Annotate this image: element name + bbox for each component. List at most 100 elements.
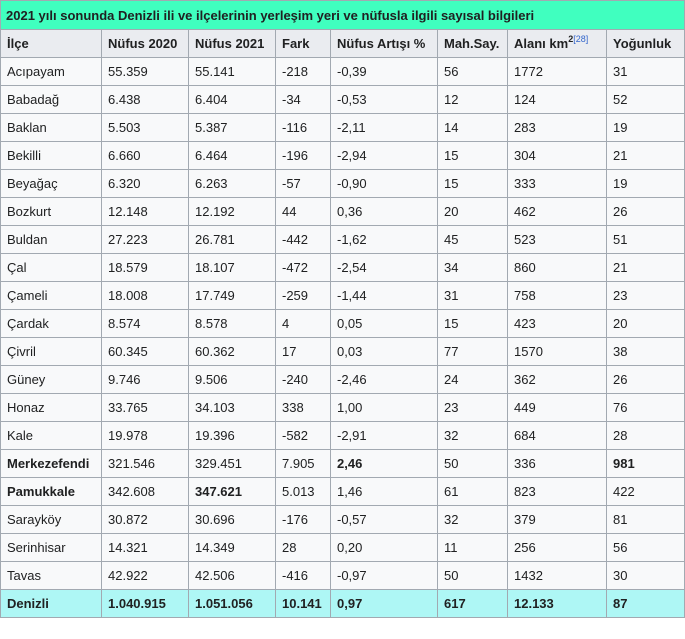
cell-ilce: Kale <box>0 421 102 450</box>
cell-fark: -259 <box>275 281 331 310</box>
cell-fark: 7.905 <box>275 449 331 478</box>
cell-nufus-artisi: 2,46 <box>330 449 438 478</box>
header-nufus-2020[interactable]: Nüfus 2020 <box>101 29 189 58</box>
cell-nufus-2021: 12.192 <box>188 197 276 226</box>
cell-alan: 362 <box>507 365 607 394</box>
cell-ilce: Bekilli <box>0 141 102 170</box>
cell-yogunluk: 26 <box>605 365 685 394</box>
cell-nufus-2020: 30.872 <box>101 505 189 534</box>
table-row: Çameli 18.008 17.749 -259 -1,44 31 758 23 <box>0 281 685 310</box>
table-row: Serinhisar 14.321 14.349 28 0,20 11 256 56 <box>0 533 685 562</box>
total-cell-yogunluk: 87 <box>605 589 685 618</box>
table-row: Tavas 42.922 42.506 -416 -0,97 50 1432 30 <box>0 561 685 590</box>
cell-yogunluk: 19 <box>605 113 685 142</box>
header-yogunluk[interactable]: Yoğunluk <box>605 29 685 58</box>
cell-alan: 860 <box>507 253 607 282</box>
table-row: Çal 18.579 18.107 -472 -2,54 34 860 21 <box>0 253 685 282</box>
table-row: Merkezefendi 321.546 329.451 7.905 2,46 50 336… <box>0 449 685 478</box>
cell-nufus-2021: 26.781 <box>188 225 276 254</box>
cell-nufus-2020: 6.320 <box>101 169 189 198</box>
header-nufus-artisi[interactable]: Nüfus Artışı % <box>330 29 438 58</box>
cell-ilce: Çal <box>0 253 102 282</box>
cell-mahalle-sayisi: 77 <box>437 337 508 366</box>
cell-nufus-2021: 55.141 <box>188 57 276 86</box>
cell-nufus-2021: 60.362 <box>188 337 276 366</box>
reference-link[interactable]: [28] <box>573 33 589 44</box>
cell-yogunluk: 21 <box>605 253 685 282</box>
cell-ilce: Sarayköy <box>0 505 102 534</box>
cell-fark: 28 <box>275 533 331 562</box>
cell-mahalle-sayisi: 23 <box>437 393 508 422</box>
header-nufus-2021[interactable]: Nüfus 2021 <box>188 29 276 58</box>
header-alan[interactable]: Alanı km2[28] <box>507 29 607 58</box>
cell-alan: 336 <box>507 449 607 478</box>
total-cell-mahalle-sayisi: 617 <box>437 589 508 618</box>
cell-nufus-artisi: -2,91 <box>330 421 438 450</box>
cell-alan: 333 <box>507 169 607 198</box>
cell-mahalle-sayisi: 31 <box>437 281 508 310</box>
cell-mahalle-sayisi: 32 <box>437 421 508 450</box>
cell-ilce: Serinhisar <box>0 533 102 562</box>
cell-nufus-artisi: 0,36 <box>330 197 438 226</box>
cell-ilce: Merkezefendi <box>0 449 102 478</box>
cell-ilce: Babadağ <box>0 85 102 114</box>
cell-nufus-2020: 19.978 <box>101 421 189 450</box>
header-ilce[interactable]: İlçe <box>0 29 102 58</box>
cell-alan: 256 <box>507 533 607 562</box>
cell-alan: 462 <box>507 197 607 226</box>
cell-mahalle-sayisi: 61 <box>437 477 508 506</box>
cell-fark: -34 <box>275 85 331 114</box>
cell-ilce: Tavas <box>0 561 102 590</box>
cell-fark: -240 <box>275 365 331 394</box>
population-table: 2021 yılı sonunda Denizli ili ve ilçeler… <box>0 0 685 618</box>
cell-mahalle-sayisi: 15 <box>437 141 508 170</box>
cell-yogunluk: 81 <box>605 505 685 534</box>
cell-nufus-2021: 18.107 <box>188 253 276 282</box>
cell-yogunluk: 30 <box>605 561 685 590</box>
cell-alan: 684 <box>507 421 607 450</box>
cell-nufus-2020: 8.574 <box>101 309 189 338</box>
cell-ilce: Acıpayam <box>0 57 102 86</box>
cell-alan: 523 <box>507 225 607 254</box>
cell-alan: 823 <box>507 477 607 506</box>
table-row: Bekilli 6.660 6.464 -196 -2,94 15 304 21 <box>0 141 685 170</box>
cell-mahalle-sayisi: 14 <box>437 113 508 142</box>
cell-nufus-artisi: -1,44 <box>330 281 438 310</box>
cell-nufus-artisi: -1,62 <box>330 225 438 254</box>
cell-nufus-2020: 12.148 <box>101 197 189 226</box>
cell-nufus-2021: 42.506 <box>188 561 276 590</box>
cell-ilce: Pamukkale <box>0 477 102 506</box>
cell-nufus-2020: 27.223 <box>101 225 189 254</box>
cell-alan: 423 <box>507 309 607 338</box>
cell-nufus-2020: 5.503 <box>101 113 189 142</box>
cell-fark: -416 <box>275 561 331 590</box>
cell-nufus-artisi: 0,20 <box>330 533 438 562</box>
cell-nufus-2021: 19.396 <box>188 421 276 450</box>
cell-nufus-artisi: -2,54 <box>330 253 438 282</box>
cell-mahalle-sayisi: 12 <box>437 85 508 114</box>
cell-nufus-2020: 33.765 <box>101 393 189 422</box>
header-mahalle-sayisi[interactable]: Mah.Say. <box>437 29 508 58</box>
cell-yogunluk: 51 <box>605 225 685 254</box>
cell-alan: 449 <box>507 393 607 422</box>
cell-nufus-2021: 34.103 <box>188 393 276 422</box>
cell-nufus-2020: 18.008 <box>101 281 189 310</box>
cell-alan: 379 <box>507 505 607 534</box>
cell-nufus-2020: 9.746 <box>101 365 189 394</box>
cell-fark: 5.013 <box>275 477 331 506</box>
total-cell-ilce: Denizli <box>0 589 102 618</box>
cell-mahalle-sayisi: 20 <box>437 197 508 226</box>
cell-nufus-2021: 6.404 <box>188 85 276 114</box>
cell-yogunluk: 422 <box>605 477 685 506</box>
header-fark[interactable]: Fark <box>275 29 331 58</box>
cell-fark: -472 <box>275 253 331 282</box>
cell-fark: -218 <box>275 57 331 86</box>
table-row: Babadağ 6.438 6.404 -34 -0,53 12 124 52 <box>0 85 685 114</box>
cell-mahalle-sayisi: 45 <box>437 225 508 254</box>
cell-yogunluk: 981 <box>605 449 685 478</box>
cell-nufus-2020: 55.359 <box>101 57 189 86</box>
cell-ilce: Bozkurt <box>0 197 102 226</box>
table-row: Buldan 27.223 26.781 -442 -1,62 45 523 51 <box>0 225 685 254</box>
cell-yogunluk: 52 <box>605 85 685 114</box>
table-total-row: Denizli 1.040.915 1.051.056 10.141 0,97 617 12… <box>0 589 685 618</box>
